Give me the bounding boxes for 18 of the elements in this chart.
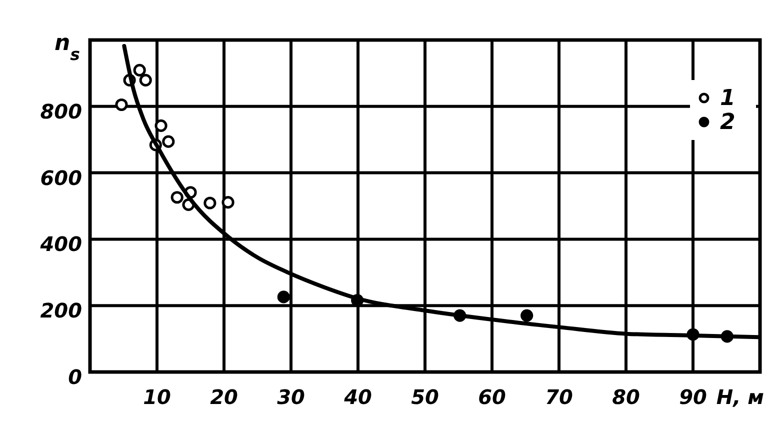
y-tick-label: 800 (40, 99, 82, 124)
x-tick-label: 10 (143, 385, 171, 409)
x-tick-label: 40 (343, 385, 372, 409)
x-tick-label: 20 (210, 385, 238, 409)
x-tick-label: 30 (277, 385, 305, 409)
y-axis-title: n$_{s}$ (54, 31, 80, 64)
x-tick-label: 90 (679, 385, 707, 409)
y-tick-label: 600 (40, 166, 82, 190)
x-axis-title: H, м (716, 385, 764, 409)
legend-label: 2 (720, 110, 736, 135)
x-tick-label: 60 (478, 385, 506, 409)
y-tick-label: 0 (68, 365, 82, 389)
y-tick-label: 200 (40, 298, 82, 323)
x-tick-label: 70 (545, 385, 573, 409)
x-tick-label: 50 (411, 385, 439, 409)
legend-label: 1 (720, 86, 736, 111)
x-tick-label: 80 (612, 385, 640, 409)
y-tick-label: 400 (39, 232, 82, 256)
